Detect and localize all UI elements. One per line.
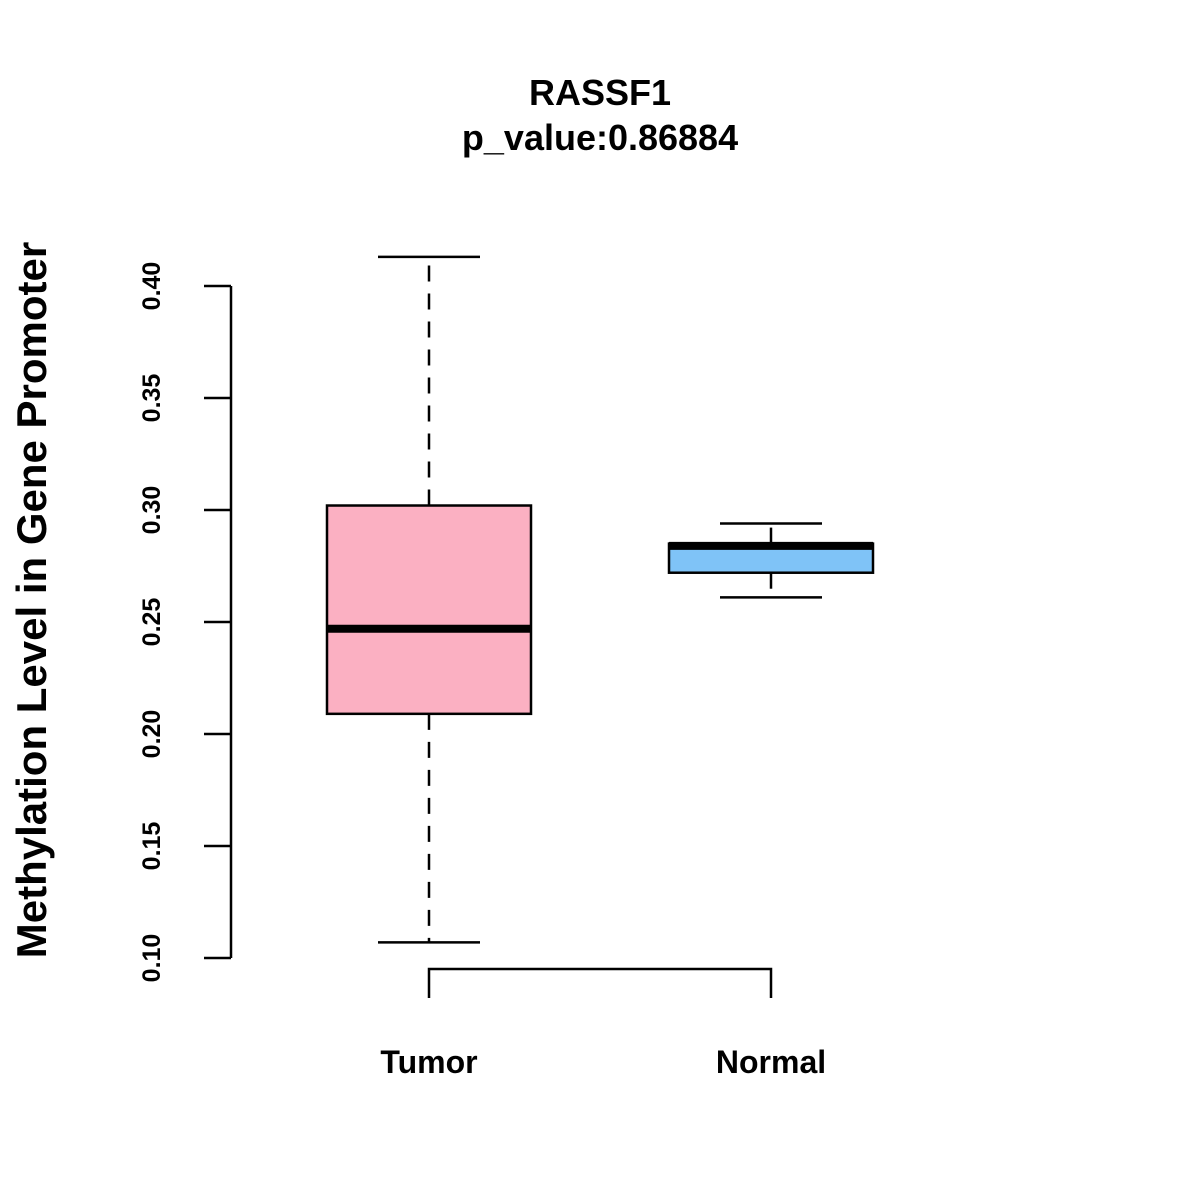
y-tick-label: 0.35 xyxy=(138,374,166,423)
box-normal xyxy=(667,522,875,599)
y-axis: 0.10 0.15 0.20 0.25 0.30 0.35 0.40 xyxy=(138,262,233,983)
y-tick-label: 0.30 xyxy=(138,486,166,535)
y-tick-label: 0.20 xyxy=(138,710,166,759)
y-tick-label: 0.25 xyxy=(138,598,166,647)
box-tumor xyxy=(325,255,533,944)
iqr-box xyxy=(325,504,533,716)
chart-title: RASSF1 xyxy=(529,72,671,113)
y-tick-label: 0.15 xyxy=(138,822,166,871)
bracket-line xyxy=(427,967,773,998)
x-axis-category-labels: Tumor Normal xyxy=(380,1044,826,1080)
chart-subtitle: p_value:0.86884 xyxy=(462,117,738,158)
significance-bracket xyxy=(427,967,773,998)
boxes-group xyxy=(325,255,875,944)
x-category-label: Normal xyxy=(716,1044,826,1080)
y-axis-label: Methylation Level in Gene Promoter xyxy=(8,242,55,958)
x-category-label: Tumor xyxy=(380,1044,477,1080)
y-tick-label: 0.40 xyxy=(138,262,166,311)
y-tick-label: 0.10 xyxy=(138,934,166,983)
